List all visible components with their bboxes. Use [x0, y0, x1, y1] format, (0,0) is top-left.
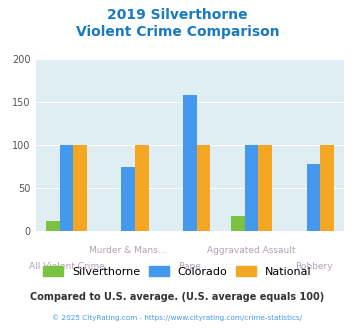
Bar: [60, 145, 73, 231]
Text: All Violent Crime: All Violent Crime: [28, 262, 104, 271]
Text: Murder & Mans...: Murder & Mans...: [89, 246, 167, 255]
Bar: [183, 95, 197, 231]
Legend: Silverthorne, Colorado, National: Silverthorne, Colorado, National: [39, 261, 316, 281]
Bar: [46, 221, 60, 231]
Bar: [231, 216, 245, 231]
Bar: [197, 145, 210, 231]
Text: Rape: Rape: [179, 262, 201, 271]
Bar: [258, 145, 272, 231]
Bar: [73, 145, 87, 231]
Bar: [135, 145, 148, 231]
Text: Compared to U.S. average. (U.S. average equals 100): Compared to U.S. average. (U.S. average …: [31, 292, 324, 302]
Bar: [245, 145, 258, 231]
Text: Violent Crime Comparison: Violent Crime Comparison: [76, 25, 279, 39]
Bar: [307, 164, 320, 231]
Bar: [121, 167, 135, 231]
Text: Aggravated Assault: Aggravated Assault: [207, 246, 296, 255]
Bar: [320, 145, 334, 231]
Text: 2019 Silverthorne: 2019 Silverthorne: [107, 8, 248, 22]
Text: Robbery: Robbery: [295, 262, 332, 271]
Text: © 2025 CityRating.com - https://www.cityrating.com/crime-statistics/: © 2025 CityRating.com - https://www.city…: [53, 314, 302, 321]
